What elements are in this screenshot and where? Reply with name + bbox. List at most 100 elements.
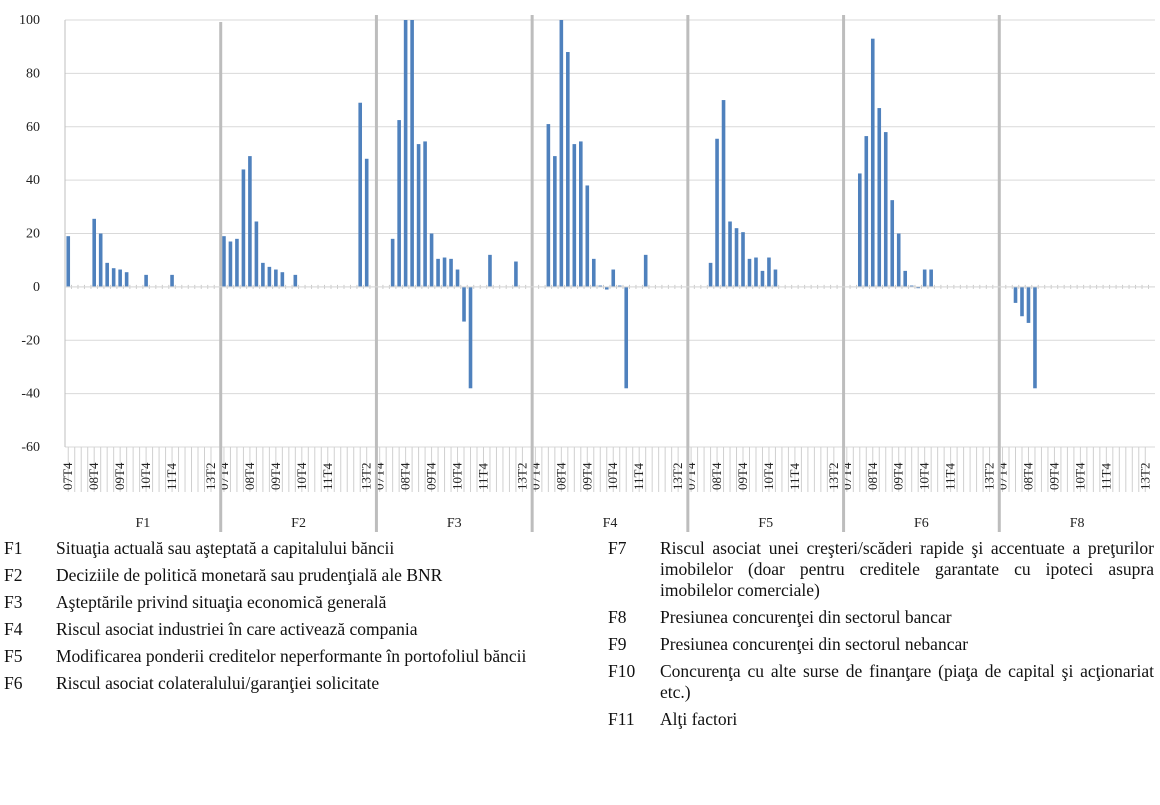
y-tick-label: -60 bbox=[21, 440, 40, 455]
bar bbox=[1033, 286, 1037, 389]
bar bbox=[429, 233, 434, 287]
bar bbox=[546, 124, 551, 287]
bar bbox=[92, 218, 96, 287]
bar bbox=[111, 268, 116, 287]
group-label: F6 bbox=[914, 516, 929, 531]
x-tick-label: 11T4 bbox=[943, 463, 958, 490]
x-tick-label: 11T4 bbox=[164, 463, 179, 490]
bar bbox=[514, 261, 518, 287]
bar bbox=[929, 269, 933, 287]
bar bbox=[98, 233, 103, 287]
legend-code: F5 bbox=[4, 646, 23, 666]
legend-text: Concurenţa cu alte surse de finanţare (p… bbox=[660, 661, 1154, 702]
bar bbox=[449, 258, 453, 287]
x-tick-label: 08T4 bbox=[398, 462, 413, 490]
bar bbox=[598, 285, 603, 287]
bar bbox=[390, 238, 395, 287]
legend-code: F7 bbox=[608, 538, 627, 558]
legend-item: F2 Deciziile de politică monetară sau pru… bbox=[4, 565, 552, 586]
bar bbox=[364, 158, 369, 287]
y-tick-label: -40 bbox=[21, 387, 40, 402]
x-tick-label: 13T2 bbox=[982, 463, 997, 490]
legend-text: Presiunea concurenţei din sectorul banca… bbox=[660, 607, 952, 627]
bar bbox=[423, 141, 427, 287]
legend-item: F10 Concurenţa cu alte surse de finanţare… bbox=[608, 661, 1154, 703]
bar bbox=[916, 286, 920, 289]
y-tick-label: 20 bbox=[26, 227, 40, 242]
bar bbox=[741, 232, 745, 287]
legend-text: Riscul asociat colateralului/garanţiei s… bbox=[56, 673, 380, 693]
x-tick-label: 13T2 bbox=[670, 463, 685, 490]
legend-code: F6 bbox=[4, 673, 23, 693]
bar bbox=[721, 100, 726, 287]
bar bbox=[124, 272, 129, 287]
legend-text: Aşteptările privind situaţia economică g… bbox=[56, 592, 387, 612]
y-tick-label: -20 bbox=[21, 333, 40, 348]
bar bbox=[455, 269, 460, 287]
legend-item: F1 Situaţia actuală sau aşteptată a capit… bbox=[4, 538, 552, 559]
legend-code: F3 bbox=[4, 592, 23, 612]
legend-item: F7 Riscul asociat unei creşteri/scăderi r… bbox=[608, 538, 1154, 601]
bar bbox=[857, 173, 862, 287]
x-tick-label: 08T4 bbox=[86, 462, 101, 490]
bar bbox=[754, 257, 758, 287]
bar bbox=[877, 108, 882, 287]
x-tick-label: 10T4 bbox=[138, 462, 153, 490]
legend-item: F8 Presiunea concurenţei din sectorul ban… bbox=[608, 607, 1154, 628]
legend-item: F4 Riscul asociat industriei în care acti… bbox=[4, 619, 552, 640]
legend-item: F11 Alţi factori bbox=[608, 709, 1154, 730]
bar bbox=[403, 20, 408, 287]
x-tick-label: 07T4 bbox=[995, 462, 1010, 490]
bar bbox=[708, 262, 713, 287]
legend-code: F4 bbox=[4, 619, 23, 639]
bar bbox=[436, 258, 440, 287]
legend-text: Modificarea ponderii creditelor neperfor… bbox=[56, 646, 527, 666]
legend-code: F9 bbox=[608, 634, 627, 654]
bar bbox=[922, 269, 927, 287]
legend-text: Presiunea concurenţei din sectorul neban… bbox=[660, 634, 969, 654]
bar bbox=[261, 262, 265, 287]
x-tick-label: 09T4 bbox=[424, 462, 439, 490]
legend-text: Deciziile de politică monetară sau prude… bbox=[56, 565, 443, 585]
y-tick-label: 100 bbox=[19, 13, 40, 28]
bar bbox=[585, 185, 590, 287]
x-tick-label: 10T4 bbox=[450, 462, 465, 490]
bar bbox=[410, 20, 414, 287]
x-tick-label: 11T4 bbox=[475, 463, 490, 490]
x-tick-label: 09T4 bbox=[1046, 462, 1061, 490]
bar bbox=[715, 138, 719, 287]
bar bbox=[604, 286, 609, 290]
legend-text: Alţi factori bbox=[660, 709, 738, 729]
x-tick-label: 10T4 bbox=[294, 462, 309, 490]
legend-item: F5 Modificarea ponderii creditelor neperf… bbox=[4, 646, 552, 667]
bar bbox=[611, 269, 616, 287]
bar bbox=[118, 269, 122, 287]
x-tick-label: 09T4 bbox=[268, 462, 283, 490]
bar bbox=[488, 254, 492, 287]
legend-text: Situaţia actuală sau aşteptată a capital… bbox=[56, 538, 395, 558]
bar bbox=[144, 274, 148, 287]
bar bbox=[903, 270, 908, 287]
bar bbox=[442, 257, 447, 287]
bar bbox=[896, 233, 901, 287]
bar bbox=[624, 286, 629, 389]
x-tick-label: 11T4 bbox=[787, 463, 802, 490]
bar bbox=[773, 269, 778, 287]
x-tick-label: 07T4 bbox=[527, 462, 542, 490]
bar bbox=[890, 200, 895, 287]
bar bbox=[566, 52, 570, 287]
y-tick-label: 80 bbox=[26, 66, 40, 81]
x-tick-label: 07T4 bbox=[839, 462, 854, 490]
x-tick-label: 13T2 bbox=[826, 463, 841, 490]
bar bbox=[235, 238, 239, 287]
x-tick-label: 10T4 bbox=[917, 462, 932, 490]
bar bbox=[66, 236, 71, 287]
legend-code: F8 bbox=[608, 607, 627, 627]
bar bbox=[105, 262, 109, 287]
x-tick-label: 08T4 bbox=[553, 462, 568, 490]
y-tick-label: 40 bbox=[26, 173, 40, 188]
bar bbox=[591, 258, 596, 287]
x-tick-label: 09T4 bbox=[579, 462, 594, 490]
legend-left: F1 Situaţia actuală sau aşteptată a capit… bbox=[4, 538, 552, 700]
